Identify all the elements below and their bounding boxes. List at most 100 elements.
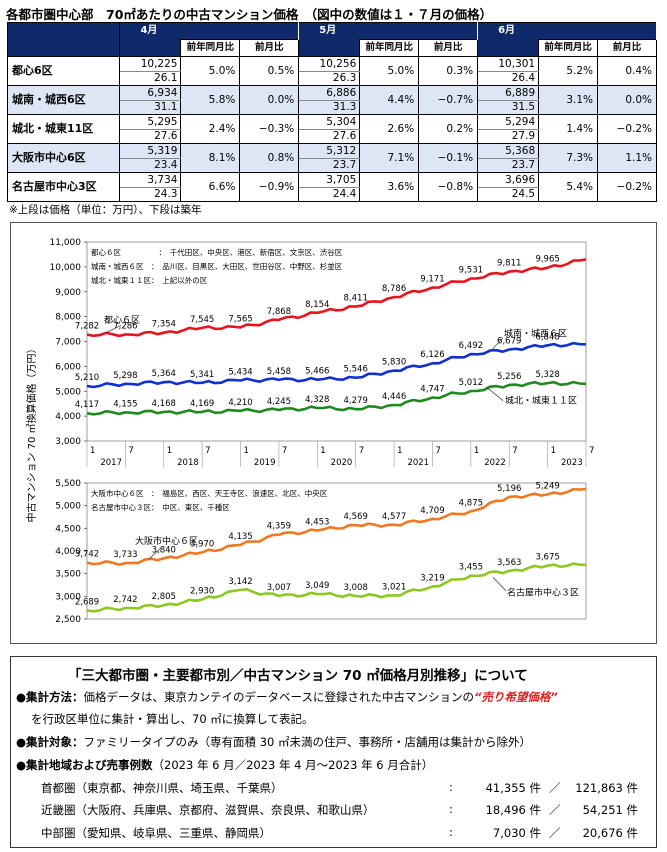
building-age-value: 24.5 <box>477 187 540 202</box>
asking-price-highlight: “売り希望価格” <box>473 690 558 704</box>
y-tick-label: 3,000 <box>55 437 81 447</box>
legend-entry: 名古屋市中心３区： 中区、東区、千種区 <box>91 502 230 512</box>
data-label: 4,446 <box>382 392 406 402</box>
mom-value: 0.4% <box>597 56 657 86</box>
price-trend-chart: 3,000 4,000 5,000 6,000 7,000 8,000 9,000 10,00… <box>25 238 594 625</box>
data-label: 8,786 <box>382 284 406 294</box>
series-name-label: 大阪市中心６区 <box>135 535 198 547</box>
mom-value: −0.8% <box>418 172 479 202</box>
data-label: 9,811 <box>497 259 521 269</box>
yoy-value: 6.6% <box>180 172 241 202</box>
data-label: 3,675 <box>535 553 559 563</box>
target-line: ●集計対象：ファミリータイプのみ（専有面積 30 ㎡未満の住戸、事務所・店舗用は… <box>16 734 531 750</box>
data-label: 3,049 <box>305 581 329 591</box>
data-label: 9,965 <box>535 255 559 265</box>
data-label: 4,328 <box>305 395 329 405</box>
y-axis-title: 中古マンション 70 ㎡換算価格（万円） <box>25 343 38 522</box>
yoy-header: 前年同月比 <box>538 39 599 57</box>
callout-line <box>486 387 504 401</box>
area-name: 都心6区 <box>6 56 121 86</box>
y-tick-label: 4,500 <box>55 524 81 534</box>
y-tick-label: 6,000 <box>55 362 81 372</box>
series-name-label: 城南・城西６区 <box>504 328 567 340</box>
yoy-value: 5.8% <box>180 85 241 115</box>
mom-header: 前月比 <box>597 39 657 57</box>
x-tick-label: 1 <box>244 446 249 456</box>
region-count-total: 20,676 件 <box>582 826 638 840</box>
price-value: 10,225 <box>119 56 182 72</box>
data-label: 4,747 <box>420 385 444 395</box>
data-label: 4,359 <box>267 522 291 532</box>
data-label: 3,142 <box>228 577 252 587</box>
building-age-value: 27.9 <box>477 129 540 144</box>
mom-value: 0.2% <box>418 114 479 144</box>
page-title: 各都市圏中心部 70㎡あたりの中古マンション価格 （図中の数値は１・７月の価格） <box>6 7 493 22</box>
data-label: 5,341 <box>190 370 214 380</box>
method-text: 価格データは、東京カンテイのデータベースに登録された中古マンションの <box>83 690 474 704</box>
data-label: 5,434 <box>228 367 252 377</box>
price-value: 6,934 <box>119 85 182 101</box>
yoy-header: 前年同月比 <box>359 39 420 57</box>
mom-value: 1.1% <box>597 143 657 173</box>
x-tick-label: 1 <box>90 446 95 456</box>
region-slash: ／ <box>549 781 561 795</box>
data-label: 5,298 <box>113 371 137 381</box>
region-colon: : <box>449 780 453 794</box>
price-value: 10,256 <box>298 56 361 72</box>
series-line-1 <box>86 341 587 389</box>
series-line-0 <box>86 258 587 338</box>
y-tick-label: 5,500 <box>55 479 81 489</box>
data-label: 5,196 <box>497 484 521 494</box>
table-note: ※上段は価格（単位：万円）、下段は築年 <box>9 204 202 216</box>
price-value: 3,696 <box>477 172 540 188</box>
yoy-value: 5.2% <box>538 56 599 86</box>
x-tick-label: 1 <box>167 446 172 456</box>
callout-line <box>105 325 122 334</box>
year-label: 2021 <box>407 458 429 468</box>
data-label: 4,135 <box>228 532 252 542</box>
region-period: （2023 年 6 月／2023 年 4 月～2023 年 6 月合計） <box>152 758 434 772</box>
building-age-value: 24.4 <box>298 187 361 202</box>
year-label: 2023 <box>561 458 583 468</box>
month-header: 4月 <box>119 22 300 40</box>
building-age-value: 26.3 <box>298 71 361 86</box>
building-age-value: 23.7 <box>477 158 540 173</box>
data-label: 5,210 <box>75 373 99 383</box>
data-label: 4,709 <box>420 506 444 516</box>
month-header: 6月 <box>477 22 657 40</box>
callout-line <box>488 337 504 353</box>
y-tick-label: 5,000 <box>55 502 81 512</box>
data-label: 4,169 <box>190 399 214 409</box>
region-count-total: 121,863 件 <box>575 781 638 795</box>
data-label: 2,930 <box>190 587 214 597</box>
price-value: 10,301 <box>477 56 540 72</box>
data-label: 3,840 <box>152 545 176 555</box>
price-value: 5,312 <box>298 143 361 159</box>
data-label: 5,328 <box>535 370 559 380</box>
data-label: 4,577 <box>382 512 406 522</box>
data-label: 5,830 <box>382 358 406 368</box>
data-label: 3,970 <box>190 539 214 549</box>
price-table: 4月 5月 6月 前年同月比 前月比 前年同月比 前月比 前年同月比 前月比 都心6区 10,225… <box>6 22 657 202</box>
data-label: 5,256 <box>497 372 521 382</box>
data-label: 7,354 <box>152 320 176 330</box>
yoy-value: 4.4% <box>359 85 420 115</box>
target-label: ●集計対象： <box>16 735 84 749</box>
data-label: 3,219 <box>420 573 444 583</box>
data-label: 4,210 <box>228 398 252 408</box>
building-age-value: 31.5 <box>477 100 540 115</box>
yoy-value: 7.3% <box>538 143 599 173</box>
region-count-total: 54,251 件 <box>582 803 638 817</box>
yoy-value: 3.1% <box>538 85 599 115</box>
building-age-value: 31.1 <box>119 100 182 115</box>
area-name: 城南・城西6区 <box>6 85 121 115</box>
data-label: 5,466 <box>305 367 329 377</box>
yoy-value: 3.6% <box>359 172 420 202</box>
month-header-blank <box>119 39 182 57</box>
building-age-value: 27.6 <box>119 129 182 144</box>
x-tick-label: 1 <box>397 446 402 456</box>
region-count-june: 41,355 件 <box>485 781 541 795</box>
data-label: 7,868 <box>267 307 291 317</box>
mom-value: 0.5% <box>239 56 300 86</box>
year-label: 2017 <box>100 458 122 468</box>
